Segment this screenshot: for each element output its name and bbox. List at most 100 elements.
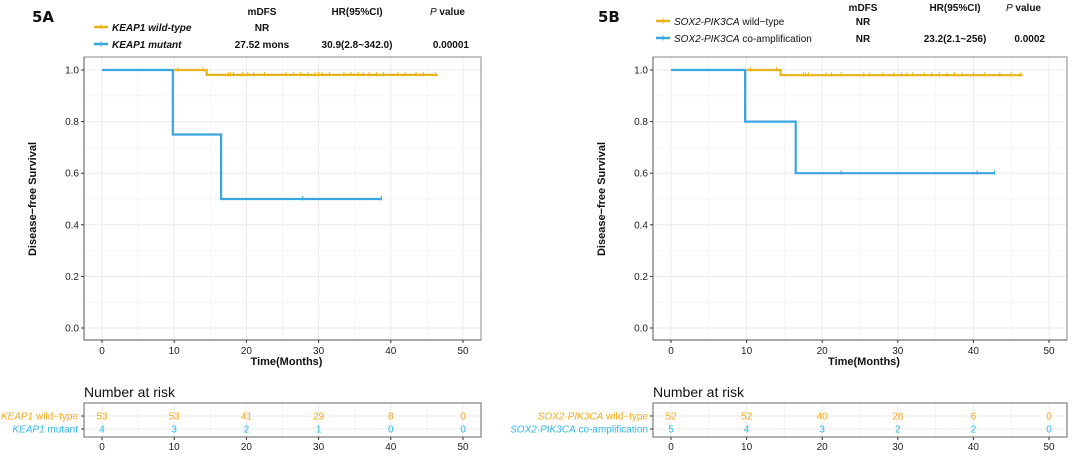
panel-label: 5B [598, 8, 620, 26]
x-tick-label: 10 [741, 346, 753, 357]
y-tick-label: 0.4 [65, 220, 79, 231]
risk-x-tick-label: 50 [1043, 442, 1055, 453]
legend-label: SOX2-PIK3CA co-amplification [674, 34, 812, 45]
risk-count: 1 [316, 425, 322, 436]
risk-row-group: wild−type [33, 412, 78, 423]
risk-count: 4 [744, 425, 750, 436]
y-tick-label: 0.8 [634, 117, 648, 128]
y-tick-label: 0.2 [634, 272, 648, 283]
y-tick-label: 0.0 [65, 324, 79, 335]
x-tick-label: 50 [1043, 346, 1055, 357]
km-panel-5b: 5B mDFS HR(95%CI) P value SOX2-PIK3CA wild−t… [510, 3, 1068, 453]
risk-count: 40 [817, 412, 829, 423]
risk-x-tick-label: 0 [99, 442, 105, 453]
legend-gene: KEAP1 [112, 40, 146, 51]
x-tick-label: 0 [668, 346, 674, 357]
risk-row-gene: SOX2·PIK3CA [510, 425, 576, 436]
risk-row-label: KEAP1 mutant [12, 425, 78, 436]
x-tick-label: 30 [313, 346, 325, 357]
risk-row-label: SOX2·PIK3CA wild−type [538, 412, 649, 423]
legend-group: wild-type [145, 23, 192, 34]
y-tick-label: 0.8 [65, 117, 79, 128]
risk-count: 3 [819, 425, 825, 436]
y-tick-label: 1.0 [65, 66, 79, 77]
legend-mdfs: 27.52 mons [235, 40, 290, 51]
risk-row-gene: KEAP1 [1, 412, 33, 423]
legend-header: HR(95%CI) [929, 3, 980, 14]
legend-mdfs: NR [255, 23, 270, 34]
legend-header-italic: P [1006, 3, 1013, 14]
km-curve-mutant [102, 68, 382, 201]
risk-count: 29 [313, 412, 325, 423]
risk-row-gene: KEAP1 [12, 425, 44, 436]
risk-count: 6 [971, 412, 977, 423]
risk-x-tick-label: 40 [968, 442, 980, 453]
y-tick-label: 1.0 [634, 66, 648, 77]
risk-x-tick-label: 10 [741, 442, 753, 453]
legend-header-rest: value [1013, 3, 1042, 14]
risk-x-tick-label: 40 [385, 442, 397, 453]
legend-group: co-amplification [740, 34, 812, 45]
risk-count: 3 [171, 425, 177, 436]
risk-row-group: mutant [45, 425, 79, 436]
legend-mdfs: NR [856, 17, 871, 28]
risk-row-gene: SOX2·PIK3CA [538, 412, 604, 423]
km-curve-mutant [671, 68, 995, 175]
legend-pvalue: 0.00001 [433, 40, 470, 51]
legend-group: mutant [145, 40, 182, 51]
risk-count: 5 [668, 425, 674, 436]
y-tick-label: 0.2 [65, 272, 79, 283]
x-tick-label: 20 [817, 346, 829, 357]
y-tick-label: 0.6 [634, 169, 648, 180]
legend-gene: SOX2-PIK3CA [674, 34, 740, 45]
risk-count: 53 [169, 412, 181, 423]
risk-count: 52 [741, 412, 753, 423]
risk-count: 41 [241, 412, 253, 423]
legend-hr: 23.2(2.1~256) [924, 34, 987, 45]
legend-header: P value [1006, 3, 1041, 14]
risk-count: 0 [388, 425, 394, 436]
x-tick-label: 40 [385, 346, 397, 357]
legend-label: KEAP1 mutant [112, 40, 182, 51]
x-tick-label: 30 [892, 346, 904, 357]
legend-hr: 30.9(2.8~342.0) [322, 40, 393, 51]
risk-x-tick-label: 50 [457, 442, 469, 453]
legend-header: mDFS [849, 3, 878, 14]
y-axis-label: Disease−free Survival [27, 142, 39, 256]
risk-count: 0 [460, 425, 466, 436]
legend-header: HR(95%CI) [331, 7, 382, 18]
legend-gene: SOX2-PIK3CA [674, 17, 740, 28]
x-tick-label: 40 [968, 346, 980, 357]
risk-count: 8 [388, 412, 394, 423]
risk-count: 2 [971, 425, 977, 436]
x-axis-label: Time(Months) [251, 356, 323, 368]
risk-count: 52 [665, 412, 677, 423]
km-panel-5a: 5A mDFS HR(95%CI) P value KEAP1 wild-type NR K… [1, 7, 482, 453]
x-tick-label: 20 [241, 346, 253, 357]
risk-count: 28 [892, 412, 904, 423]
legend-header-italic: P [430, 7, 437, 18]
legend-label: SOX2-PIK3CA wild−type [674, 17, 785, 28]
legend-header: P value [430, 7, 465, 18]
risk-row-group: co-amplification [576, 425, 648, 436]
y-tick-label: 0.4 [634, 220, 648, 231]
risk-x-tick-label: 30 [313, 442, 325, 453]
legend-header-rest: value [437, 7, 466, 18]
risk-x-tick-label: 0 [668, 442, 674, 453]
risk-x-tick-label: 20 [817, 442, 829, 453]
legend-header: mDFS [248, 7, 277, 18]
x-axis-label: Time(Months) [828, 356, 900, 368]
risk-count: 0 [1046, 412, 1052, 423]
x-tick-label: 10 [169, 346, 181, 357]
risk-table-title: Number at risk [653, 384, 745, 400]
panel-label: 5A [32, 8, 54, 26]
risk-count: 2 [244, 425, 250, 436]
legend-label: KEAP1 wild-type [112, 23, 192, 34]
risk-table-frame [652, 402, 1068, 438]
risk-count: 4 [99, 425, 105, 436]
y-axis-label: Disease−free Survival [596, 142, 608, 256]
risk-x-tick-label: 30 [892, 442, 904, 453]
x-tick-label: 0 [99, 346, 105, 357]
risk-row-group: wild−type [603, 412, 648, 423]
